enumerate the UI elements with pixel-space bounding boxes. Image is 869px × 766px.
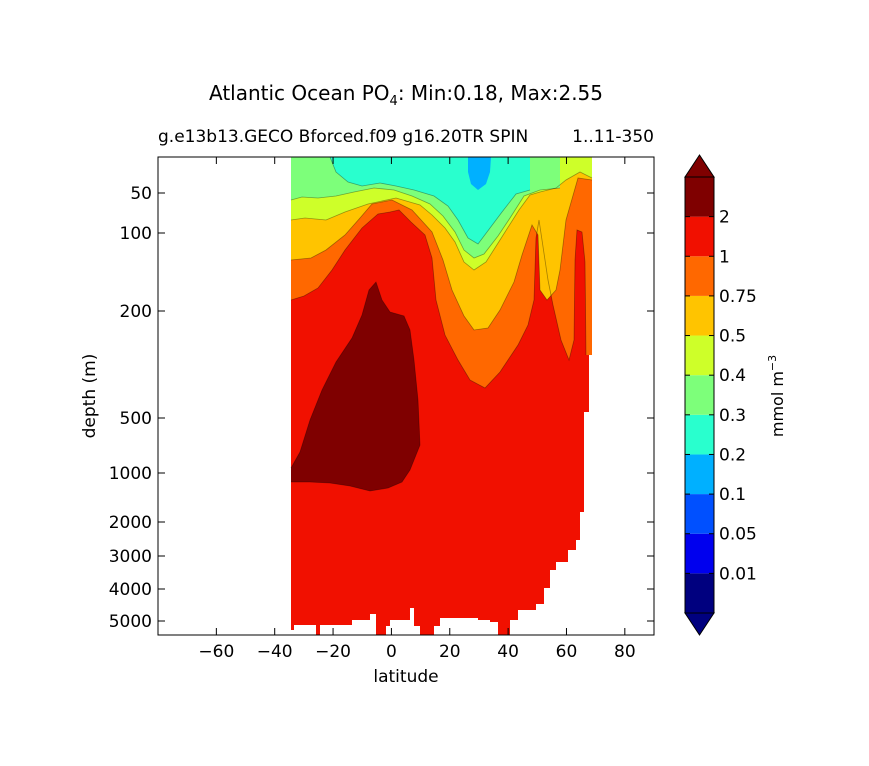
x-tick-label: 20 xyxy=(439,642,461,662)
colorbar-level-label: 0.3 xyxy=(719,406,746,426)
colorbar-level-label: 0.75 xyxy=(719,287,757,307)
x-tick-label: −60 xyxy=(198,642,234,662)
x-tick-label: 0 xyxy=(386,642,397,662)
colorbar-level-label: 0.01 xyxy=(719,564,757,584)
colorbar-swatch xyxy=(685,494,714,534)
high-po4-core xyxy=(291,282,420,491)
y-tick-label: 3000 xyxy=(109,547,152,567)
y-tick-label: 1000 xyxy=(109,464,152,484)
plot-frame xyxy=(157,156,655,636)
colorbar-swatch xyxy=(685,177,714,217)
colorbar-extend-max xyxy=(684,154,715,178)
colorbar-swatch xyxy=(685,295,714,336)
colorbar-swatch xyxy=(685,454,714,495)
y-tick-label: 2000 xyxy=(109,513,152,533)
y-axis-label: depth (m) xyxy=(80,354,100,439)
plot-area xyxy=(158,157,654,635)
colorbar-swatch xyxy=(685,335,714,376)
x-tick-label: 40 xyxy=(497,642,519,662)
colorbar-swatch xyxy=(685,533,714,574)
colorbar-swatch xyxy=(685,375,714,415)
x-tick-label: 80 xyxy=(614,642,636,662)
colorbar-extend-min xyxy=(684,612,715,636)
colorbar-swatch xyxy=(685,216,714,257)
x-tick-label: −20 xyxy=(315,642,351,662)
colorbar-level-label: 0.5 xyxy=(719,327,746,347)
x-tick-label: −40 xyxy=(257,642,293,662)
x-axis: −60 −40 −20 0 20 40 60 80 xyxy=(198,157,636,662)
chart-subtitle-right: 1..11-350 xyxy=(572,127,654,147)
colorbar-label: mmol m−3 xyxy=(766,355,787,437)
y-tick-label: 50 xyxy=(130,184,152,204)
colorbar-swatch xyxy=(685,414,714,455)
y-tick-label: 4000 xyxy=(109,580,152,600)
chart-subtitle-left: g.e13b13.GECO Bforced.f09 g16.20TR SPIN xyxy=(158,127,528,147)
x-axis-label: latitude xyxy=(373,667,438,687)
y-axis: 50 100 200 500 1000 2000 3000 4000 5000 xyxy=(109,184,654,632)
colorbar-level-label: 0.2 xyxy=(719,445,746,465)
y-tick-label: 5000 xyxy=(109,612,152,632)
colorbar-swatch xyxy=(685,256,714,296)
colorbar-level-label: 1 xyxy=(719,247,730,267)
surface-min-0.1-0.2 xyxy=(468,157,491,190)
colorbar-level-label: 0.05 xyxy=(719,525,757,545)
colorbar-frame xyxy=(684,176,715,614)
contour-lines xyxy=(290,157,593,492)
y-tick-label: 500 xyxy=(120,409,152,429)
colorbar: 0.01 0.05 0.1 0.2 0.3 0.4 0.5 0.75 1 2 xyxy=(684,154,757,636)
colorbar-level-label: 2 xyxy=(719,208,730,228)
x-tick-label: 60 xyxy=(556,642,578,662)
colorbar-level-label: 0.1 xyxy=(719,485,746,505)
colorbar-swatch xyxy=(685,573,714,613)
colorbar-level-label: 0.4 xyxy=(719,366,746,386)
y-tick-label: 200 xyxy=(120,302,152,322)
y-tick-label: 100 xyxy=(120,224,152,244)
chart-title: Atlantic Ocean PO4: Min:0.18, Max:2.55 xyxy=(209,81,603,109)
